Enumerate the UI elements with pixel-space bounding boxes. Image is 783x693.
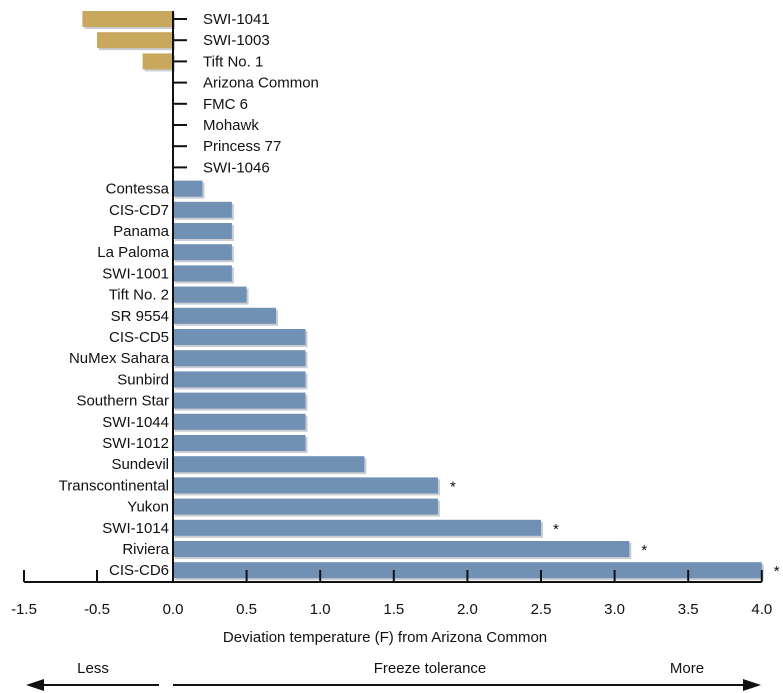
bar-southern-star	[173, 392, 306, 409]
category-label-transcontinental: Transcontinental	[59, 477, 169, 494]
x-axis: -1.5 -0.5 0.0 0.5 1.0 1.5 2.0 2.5 3.0 3.5 4.0	[11, 11, 772, 618]
category-label-mohawk: Mohawk	[203, 117, 259, 134]
bar-la-paloma	[173, 244, 232, 261]
category-label-swi-1046: SWI-1046	[203, 159, 270, 176]
category-label-sr-9554: SR 9554	[111, 308, 169, 325]
bar-sunbird	[173, 371, 306, 388]
category-label-arizona-common: Arizona Common	[203, 75, 319, 92]
x-tick-label-0: -1.5	[11, 601, 37, 618]
bar-tift-no-1	[142, 53, 173, 70]
category-label-sunbird: Sunbird	[117, 371, 169, 388]
bar-numex-sahara	[173, 350, 306, 367]
x-tick-label-6: 2.0	[457, 601, 478, 618]
bar-swi-1012	[173, 435, 306, 451]
category-label-contessa: Contessa	[106, 181, 170, 198]
category-label-sundevil: Sundevil	[111, 456, 169, 473]
category-label-southern-star: Southern Star	[76, 393, 169, 410]
category-label-yukon: Yukon	[127, 499, 169, 516]
bar-tift-no-2	[173, 286, 247, 303]
bar-contessa	[173, 180, 203, 197]
category-label-swi-1014: SWI-1014	[102, 520, 169, 537]
less-label: Less	[77, 660, 109, 677]
more-arrowhead	[743, 679, 761, 691]
bar-swi-1014	[173, 519, 541, 536]
x-tick-label-3: 0.5	[236, 601, 257, 618]
bar-sundevil	[173, 456, 365, 473]
bar-swi-1041	[82, 11, 173, 27]
category-label-tift-no-2: Tift No. 2	[109, 287, 169, 304]
x-tick-label-8: 3.0	[604, 601, 625, 618]
bar-panama	[173, 223, 232, 239]
x-tick-label-9: 3.5	[678, 601, 699, 618]
category-label-swi-1001: SWI-1001	[102, 265, 169, 282]
category-label-swi-1012: SWI-1012	[102, 435, 169, 452]
category-label-la-paloma: La Paloma	[97, 244, 169, 261]
category-label-fmc-6: FMC 6	[203, 96, 248, 113]
bar-riviera	[173, 541, 630, 557]
bar-cis-cd5	[173, 329, 306, 345]
category-label-cis-cd5: CIS-CD5	[109, 329, 169, 346]
bar-transcontinental	[173, 477, 438, 494]
category-label-numex-sahara: NuMex Sahara	[69, 350, 170, 367]
more-label: More	[670, 660, 704, 677]
less-arrowhead	[26, 679, 44, 691]
bar-sr-9554	[173, 307, 277, 324]
category-label-swi-1003: SWI-1003	[203, 32, 270, 49]
category-label-princess-77: Princess 77	[203, 138, 281, 155]
bar-cis-cd7	[173, 201, 232, 218]
x-tick-label-1: -0.5	[84, 601, 110, 618]
category-label-swi-1044: SWI-1044	[102, 414, 169, 431]
freeze-tolerance-label: Freeze tolerance	[374, 660, 487, 677]
significance-marker-swi-1014: *	[553, 521, 559, 538]
category-label-tift-no-1: Tift No. 1	[203, 53, 263, 70]
category-label-swi-1041: SWI-1041	[203, 11, 270, 28]
x-tick-label-2: 0.0	[163, 601, 184, 618]
category-label-panama: Panama	[113, 223, 170, 240]
category-labels-group: SWI-1041 SWI-1003 Tift No. 1 Arizona Common…	[59, 11, 780, 580]
x-tick-label-10: 4.0	[751, 601, 772, 618]
x-tick-label-4: 1.0	[310, 601, 331, 618]
x-tick-label-7: 2.5	[531, 601, 552, 618]
category-label-riviera: Riviera	[122, 541, 169, 558]
x-axis-title: Deviation temperature (F) from Arizona C…	[223, 629, 547, 646]
bars-group	[82, 11, 764, 581]
significance-marker-riviera: *	[641, 542, 647, 559]
significance-marker-transcontinental: *	[450, 478, 456, 495]
bar-swi-1003	[97, 32, 173, 49]
category-label-cis-cd6: CIS-CD6	[109, 562, 169, 579]
bar-swi-1044	[173, 413, 306, 430]
bar-yukon	[173, 498, 438, 515]
freeze-tolerance-arrow	[26, 679, 761, 691]
bar-swi-1001	[173, 265, 232, 282]
x-tick-label-5: 1.5	[383, 601, 404, 618]
significance-marker-cis-cd6: *	[774, 563, 780, 580]
category-label-cis-cd7: CIS-CD7	[109, 202, 169, 219]
